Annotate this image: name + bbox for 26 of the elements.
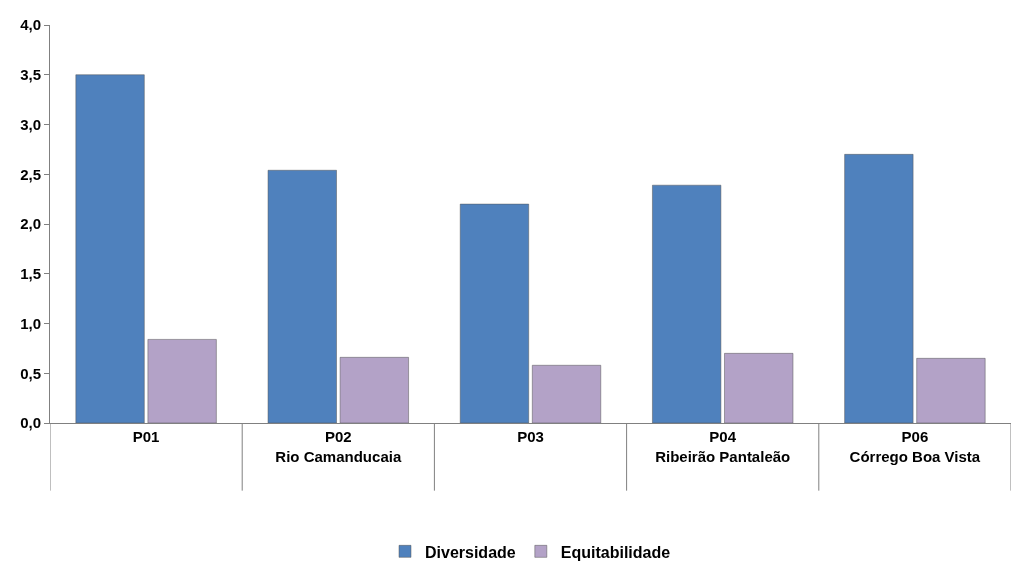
y-tick-label: 3,0: [20, 115, 41, 133]
bar: [267, 170, 337, 423]
bar: [724, 353, 794, 423]
y-tick-label: 3,5: [20, 66, 41, 83]
x-tick-label: P04 Ribeirão Pantaleão: [655, 428, 791, 465]
y-tick-label: 1,5: [20, 265, 41, 282]
legend-label: Diversidade: [425, 543, 516, 561]
x-tick-label: P06 Córrego Boa Vista: [849, 428, 981, 465]
bar: [532, 365, 602, 423]
x-tick-label: P02 Rio Camanducaia: [275, 428, 402, 465]
y-tick-label: 2,5: [20, 165, 41, 183]
y-tick-label: 2,0: [20, 215, 41, 233]
legend-label: Equitabilidade: [560, 543, 671, 561]
bar: [459, 203, 529, 423]
y-tick-label: 4,0: [20, 16, 41, 34]
y-tick-label: 0,0: [20, 414, 41, 432]
bar: [339, 357, 409, 423]
bar: [844, 154, 914, 423]
bar: [916, 358, 986, 423]
y-tick-label: 0,5: [20, 364, 41, 382]
x-tick-label: P03: [517, 428, 544, 445]
bar: [147, 339, 217, 423]
bar: [75, 74, 145, 423]
bar: [652, 184, 722, 423]
y-tick-label: 1,0: [20, 314, 41, 332]
x-tick-label: P01: [132, 428, 160, 445]
